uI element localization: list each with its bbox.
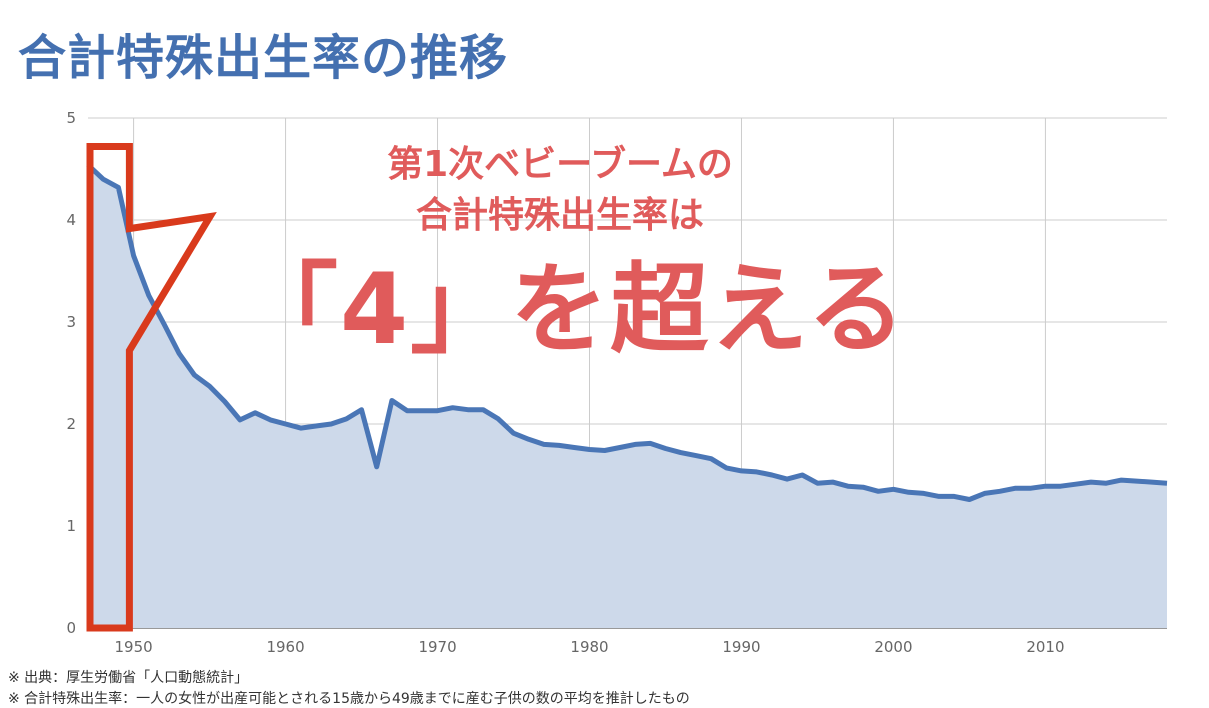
x-tick-label: 2010 (1026, 638, 1064, 656)
y-tick-label: 3 (66, 313, 76, 331)
annotation-line-2: 合計特殊出生率は (415, 195, 704, 236)
x-tick-label: 1960 (266, 638, 304, 656)
axis-layer: 0 1 2 3 4 5 1950 1960 1970 1980 1990 2000 2010 (66, 109, 1064, 656)
page-title: 合計特殊出生率の推移 (18, 30, 509, 86)
x-tick-label: 1990 (722, 638, 760, 656)
x-tick-label: 1950 (114, 638, 152, 656)
x-tick-label: 2000 (874, 638, 912, 656)
x-tick-label: 1980 (570, 638, 608, 656)
y-tick-label: 2 (66, 415, 76, 433)
y-tick-label: 4 (66, 211, 76, 229)
highlight-layer (86, 143, 217, 632)
definition-note: ※ 合計特殊出生率：一人の女性が出産可能とされる15歳から49歳までに産む子供の… (8, 691, 690, 707)
annotation-line-1: 第1次ベビーブームの (387, 144, 733, 185)
y-tick-label: 1 (66, 517, 76, 535)
series-line (86, 163, 1168, 502)
series-area (88, 164, 1167, 628)
x-tick-label: 1970 (418, 638, 456, 656)
source-note: ※ 出典：厚生労働省「人口動態統計」 (8, 670, 249, 686)
y-tick-label: 0 (66, 619, 76, 637)
y-tick-label: 5 (66, 109, 76, 127)
annotation-big: 「4」を超える (240, 253, 908, 367)
highlight-callout (86, 143, 217, 632)
area-layer (86, 163, 1168, 628)
